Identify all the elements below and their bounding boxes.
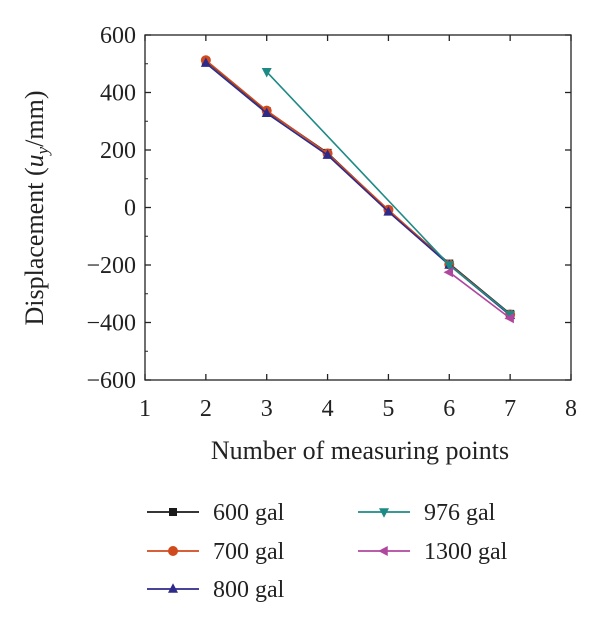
legend-item: 976 gal bbox=[358, 500, 496, 526]
y-tick-label: 200 bbox=[100, 138, 136, 164]
data-point bbox=[200, 57, 211, 67]
series-layer bbox=[200, 55, 516, 324]
data-point bbox=[261, 107, 272, 117]
series-line bbox=[448, 271, 511, 319]
x-tick-label: 7 bbox=[504, 396, 516, 422]
y-axis-title-main: Displacement ( bbox=[20, 167, 49, 325]
y-axis-title-sub: y bbox=[33, 146, 52, 156]
legend-marker bbox=[379, 508, 389, 518]
legend-item: 600 gal bbox=[147, 500, 285, 526]
series-5 bbox=[443, 267, 514, 324]
x-tick-label: 6 bbox=[443, 396, 455, 422]
y-tick-label: −600 bbox=[86, 368, 136, 394]
legend-label: 800 gal bbox=[213, 577, 285, 603]
y-axis: −600 −400 −200 0 200 400 600 bbox=[86, 23, 571, 394]
y-tick-label: −200 bbox=[86, 253, 136, 279]
y-tick-label: 400 bbox=[100, 81, 136, 107]
legend-marker bbox=[168, 546, 178, 556]
legend-label: 1300 gal bbox=[424, 539, 508, 565]
legend-item: 700 gal bbox=[147, 539, 285, 565]
x-tick-label: 5 bbox=[382, 396, 394, 422]
x-axis-title: Number of measuring points bbox=[211, 436, 509, 465]
data-point bbox=[322, 149, 333, 159]
legend: 600 gal 700 gal 800 gal 976 gal 1300 gal bbox=[147, 500, 508, 603]
plot-frame bbox=[144, 34, 572, 381]
x-tick-label: 4 bbox=[322, 396, 334, 422]
data-point bbox=[504, 313, 514, 324]
y-axis-title-var: u bbox=[20, 154, 49, 167]
legend-label: 700 gal bbox=[213, 539, 285, 565]
legend-label: 600 gal bbox=[213, 500, 285, 526]
series-line bbox=[205, 59, 511, 316]
y-tick-label: −400 bbox=[86, 311, 136, 337]
x-tick-label: 2 bbox=[200, 396, 212, 422]
legend-item: 800 gal bbox=[147, 577, 285, 603]
plot-border bbox=[144, 34, 572, 381]
legend-marker bbox=[168, 583, 178, 593]
x-axis: 1 2 3 4 5 6 7 8 bbox=[139, 35, 577, 422]
data-point bbox=[261, 68, 272, 78]
series-line bbox=[266, 71, 511, 316]
data-point bbox=[383, 206, 394, 216]
x-tick-label: 8 bbox=[565, 396, 577, 422]
series-4 bbox=[261, 68, 516, 321]
y-axis-title-tail: /mm) bbox=[20, 91, 49, 147]
data-point bbox=[444, 261, 455, 271]
legend-marker bbox=[378, 546, 388, 556]
y-tick-label: 600 bbox=[100, 23, 136, 49]
data-point bbox=[443, 267, 454, 278]
legend-marker bbox=[169, 508, 177, 516]
legend-label: 976 gal bbox=[424, 500, 496, 526]
x-tick-label: 1 bbox=[139, 396, 151, 422]
y-tick-label: 0 bbox=[124, 196, 136, 222]
legend-item: 1300 gal bbox=[358, 539, 508, 565]
x-tick-label: 3 bbox=[261, 396, 273, 422]
y-axis-title: Displacement (uy/mm) bbox=[20, 91, 52, 326]
